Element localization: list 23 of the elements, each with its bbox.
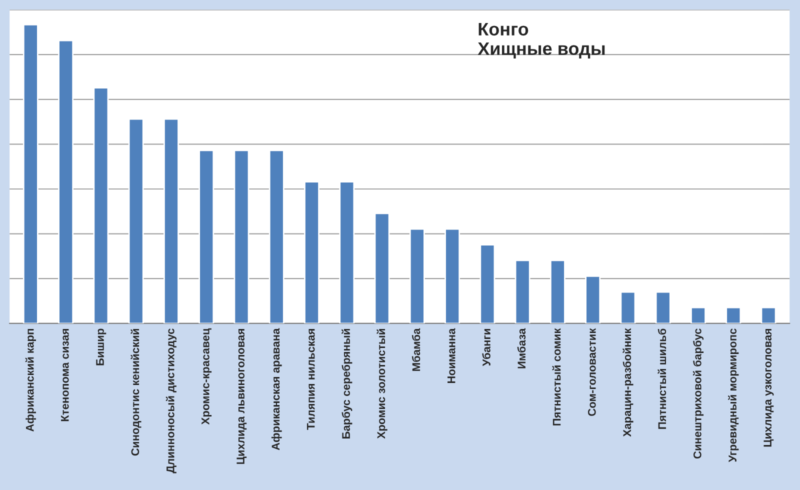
- x-tick-label: Угревидный мормиропс: [728, 328, 739, 462]
- x-tick-label: Пятнистый сомик: [552, 328, 561, 426]
- x-tick-label: Африканская аравана: [271, 328, 282, 450]
- x-tick-label: Тиляпия нильская: [306, 329, 315, 430]
- x-tick-label: Хромис золотистый: [376, 329, 388, 439]
- x-tick-label: Цихлида львиноголовая: [236, 329, 247, 464]
- x-tick-label: Убанги: [482, 329, 490, 366]
- x-tick-label: Африканский карп: [25, 329, 36, 432]
- x-tick-label: Барбус серебряный: [342, 329, 352, 439]
- chart-title: Конго Хищные воды: [478, 23, 605, 58]
- x-tick-label: Длинноносый дистиходус: [166, 328, 177, 474]
- x-tick-label: Синодонтис кенийский: [130, 329, 142, 456]
- x-tick-label: Ноиманна: [448, 328, 456, 384]
- x-tick-label: Харацин-разбойник: [622, 328, 634, 437]
- x-tick-label: Бишир: [96, 328, 106, 366]
- x-tick-label: Мбамба: [412, 328, 420, 371]
- x-tick-label: Синештриховой барбус: [692, 328, 704, 459]
- x-tick-label: Ктенопома сизая: [61, 329, 69, 422]
- x-tick-label: Сом-головастик: [588, 328, 596, 416]
- x-tick-label: Хромис-красавец: [202, 328, 212, 425]
- x-tick-label: Цихлида узкоголовая: [764, 329, 774, 447]
- x-tick-label: Имбаза: [517, 328, 526, 368]
- x-tick-label: Пятнистый шильб: [658, 328, 666, 429]
